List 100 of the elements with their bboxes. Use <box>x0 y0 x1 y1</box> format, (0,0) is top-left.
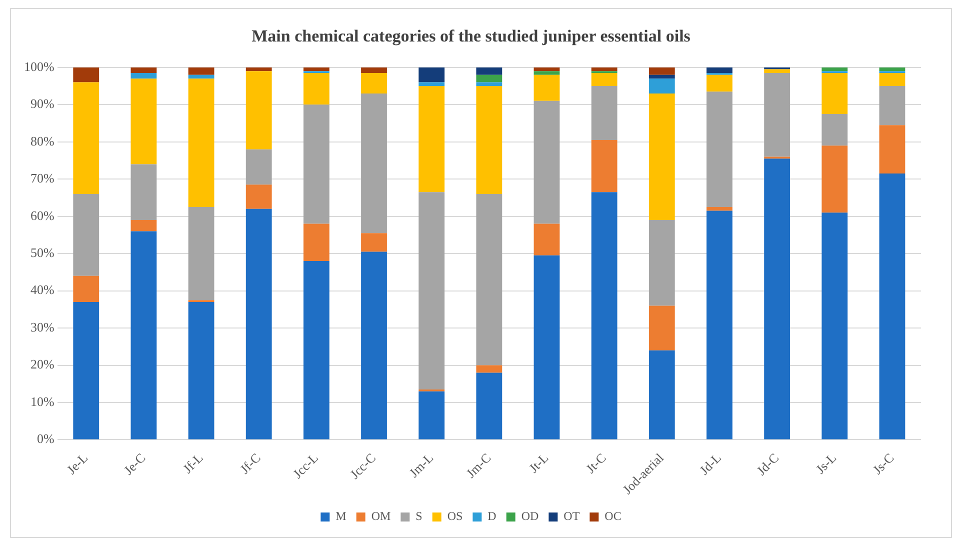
bar <box>648 350 675 440</box>
bar <box>418 82 445 86</box>
bar <box>73 276 100 302</box>
bar <box>246 71 272 150</box>
y-tick-label: 30% <box>30 319 54 334</box>
bar <box>706 210 732 440</box>
bar <box>879 174 906 440</box>
bar <box>706 67 732 73</box>
bar <box>188 74 214 79</box>
y-tick-label: 60% <box>30 208 54 223</box>
bar <box>476 74 502 82</box>
bar <box>822 146 848 213</box>
bar <box>73 302 100 440</box>
x-tick-label: Js-C <box>870 450 897 478</box>
bar <box>188 67 214 75</box>
y-tick-label: 70% <box>30 170 54 186</box>
bar <box>303 261 330 440</box>
legend-label: M <box>336 509 347 524</box>
bar <box>130 164 157 220</box>
y-tick-label: 10% <box>30 394 54 409</box>
bar <box>130 72 157 79</box>
bar <box>648 78 675 94</box>
x-tick-label: Jf-L <box>180 450 206 476</box>
bar <box>361 72 387 94</box>
bar <box>246 149 272 185</box>
legend-label: OT <box>564 509 580 524</box>
bar <box>534 67 560 72</box>
bar <box>73 82 100 194</box>
bar <box>822 114 848 146</box>
bar <box>879 86 906 126</box>
bar <box>476 86 502 194</box>
bar <box>591 67 618 72</box>
bar <box>303 104 330 224</box>
bar <box>303 224 330 262</box>
bar <box>648 67 675 75</box>
y-tick-label: 0% <box>36 431 54 446</box>
bar <box>73 67 100 82</box>
bar <box>648 74 675 79</box>
legend-label: OM <box>371 509 391 524</box>
bar <box>534 71 560 75</box>
bar <box>879 72 906 86</box>
bar <box>476 67 502 75</box>
bar <box>879 125 906 174</box>
bar <box>303 72 330 105</box>
legend-label: S <box>416 509 422 524</box>
bar <box>73 194 100 276</box>
bar <box>534 74 560 101</box>
bar <box>188 302 214 440</box>
bar <box>476 82 502 86</box>
bar <box>361 93 387 234</box>
bar <box>534 224 560 256</box>
bar <box>706 207 732 211</box>
x-tick-label: Jt-L <box>526 450 552 476</box>
x-tick-label: Jd-L <box>696 450 724 478</box>
bar <box>418 86 445 192</box>
bar <box>706 92 732 208</box>
bar <box>764 158 790 440</box>
bar <box>591 140 618 192</box>
bar <box>130 67 157 73</box>
x-tick-label: Je-C <box>120 450 148 478</box>
x-tick-label: Je-L <box>64 450 91 478</box>
bar <box>822 67 848 72</box>
bar <box>130 220 157 232</box>
bar <box>764 69 790 73</box>
bar <box>246 184 272 209</box>
y-tick-label: 20% <box>30 356 54 372</box>
y-tick-label: 90% <box>30 96 54 112</box>
x-tick-label: Js-L <box>812 450 840 477</box>
legend-label: D <box>488 509 497 524</box>
bar <box>476 194 502 366</box>
x-tick-label: Jt-C <box>582 450 609 476</box>
bar <box>130 78 157 164</box>
bar <box>418 391 445 440</box>
bar <box>648 93 675 220</box>
bar <box>476 365 502 373</box>
bar <box>591 192 618 440</box>
bar <box>303 67 330 72</box>
legend-label: OS <box>447 509 463 524</box>
y-tick-label: 40% <box>30 282 54 298</box>
y-tick-label: 100% <box>24 58 54 74</box>
bar <box>361 233 387 252</box>
y-tick-label: 80% <box>30 133 54 148</box>
bar <box>418 192 445 390</box>
bar <box>822 212 848 440</box>
bar <box>648 306 675 350</box>
bar <box>188 78 214 208</box>
bar <box>534 100 560 224</box>
bar <box>130 231 157 440</box>
bar <box>476 372 502 440</box>
bar <box>246 208 272 440</box>
bar <box>879 67 906 72</box>
legend-label: OD <box>521 509 540 524</box>
bar <box>418 67 445 82</box>
bar <box>188 207 214 300</box>
bar <box>534 255 560 440</box>
bar <box>591 86 618 140</box>
y-tick-label: 50% <box>30 244 54 260</box>
chart-title: Main chemical categories of the studied juniper essential oils <box>252 26 691 46</box>
x-tick-label: Jf-C <box>236 450 264 477</box>
bar <box>361 252 387 440</box>
